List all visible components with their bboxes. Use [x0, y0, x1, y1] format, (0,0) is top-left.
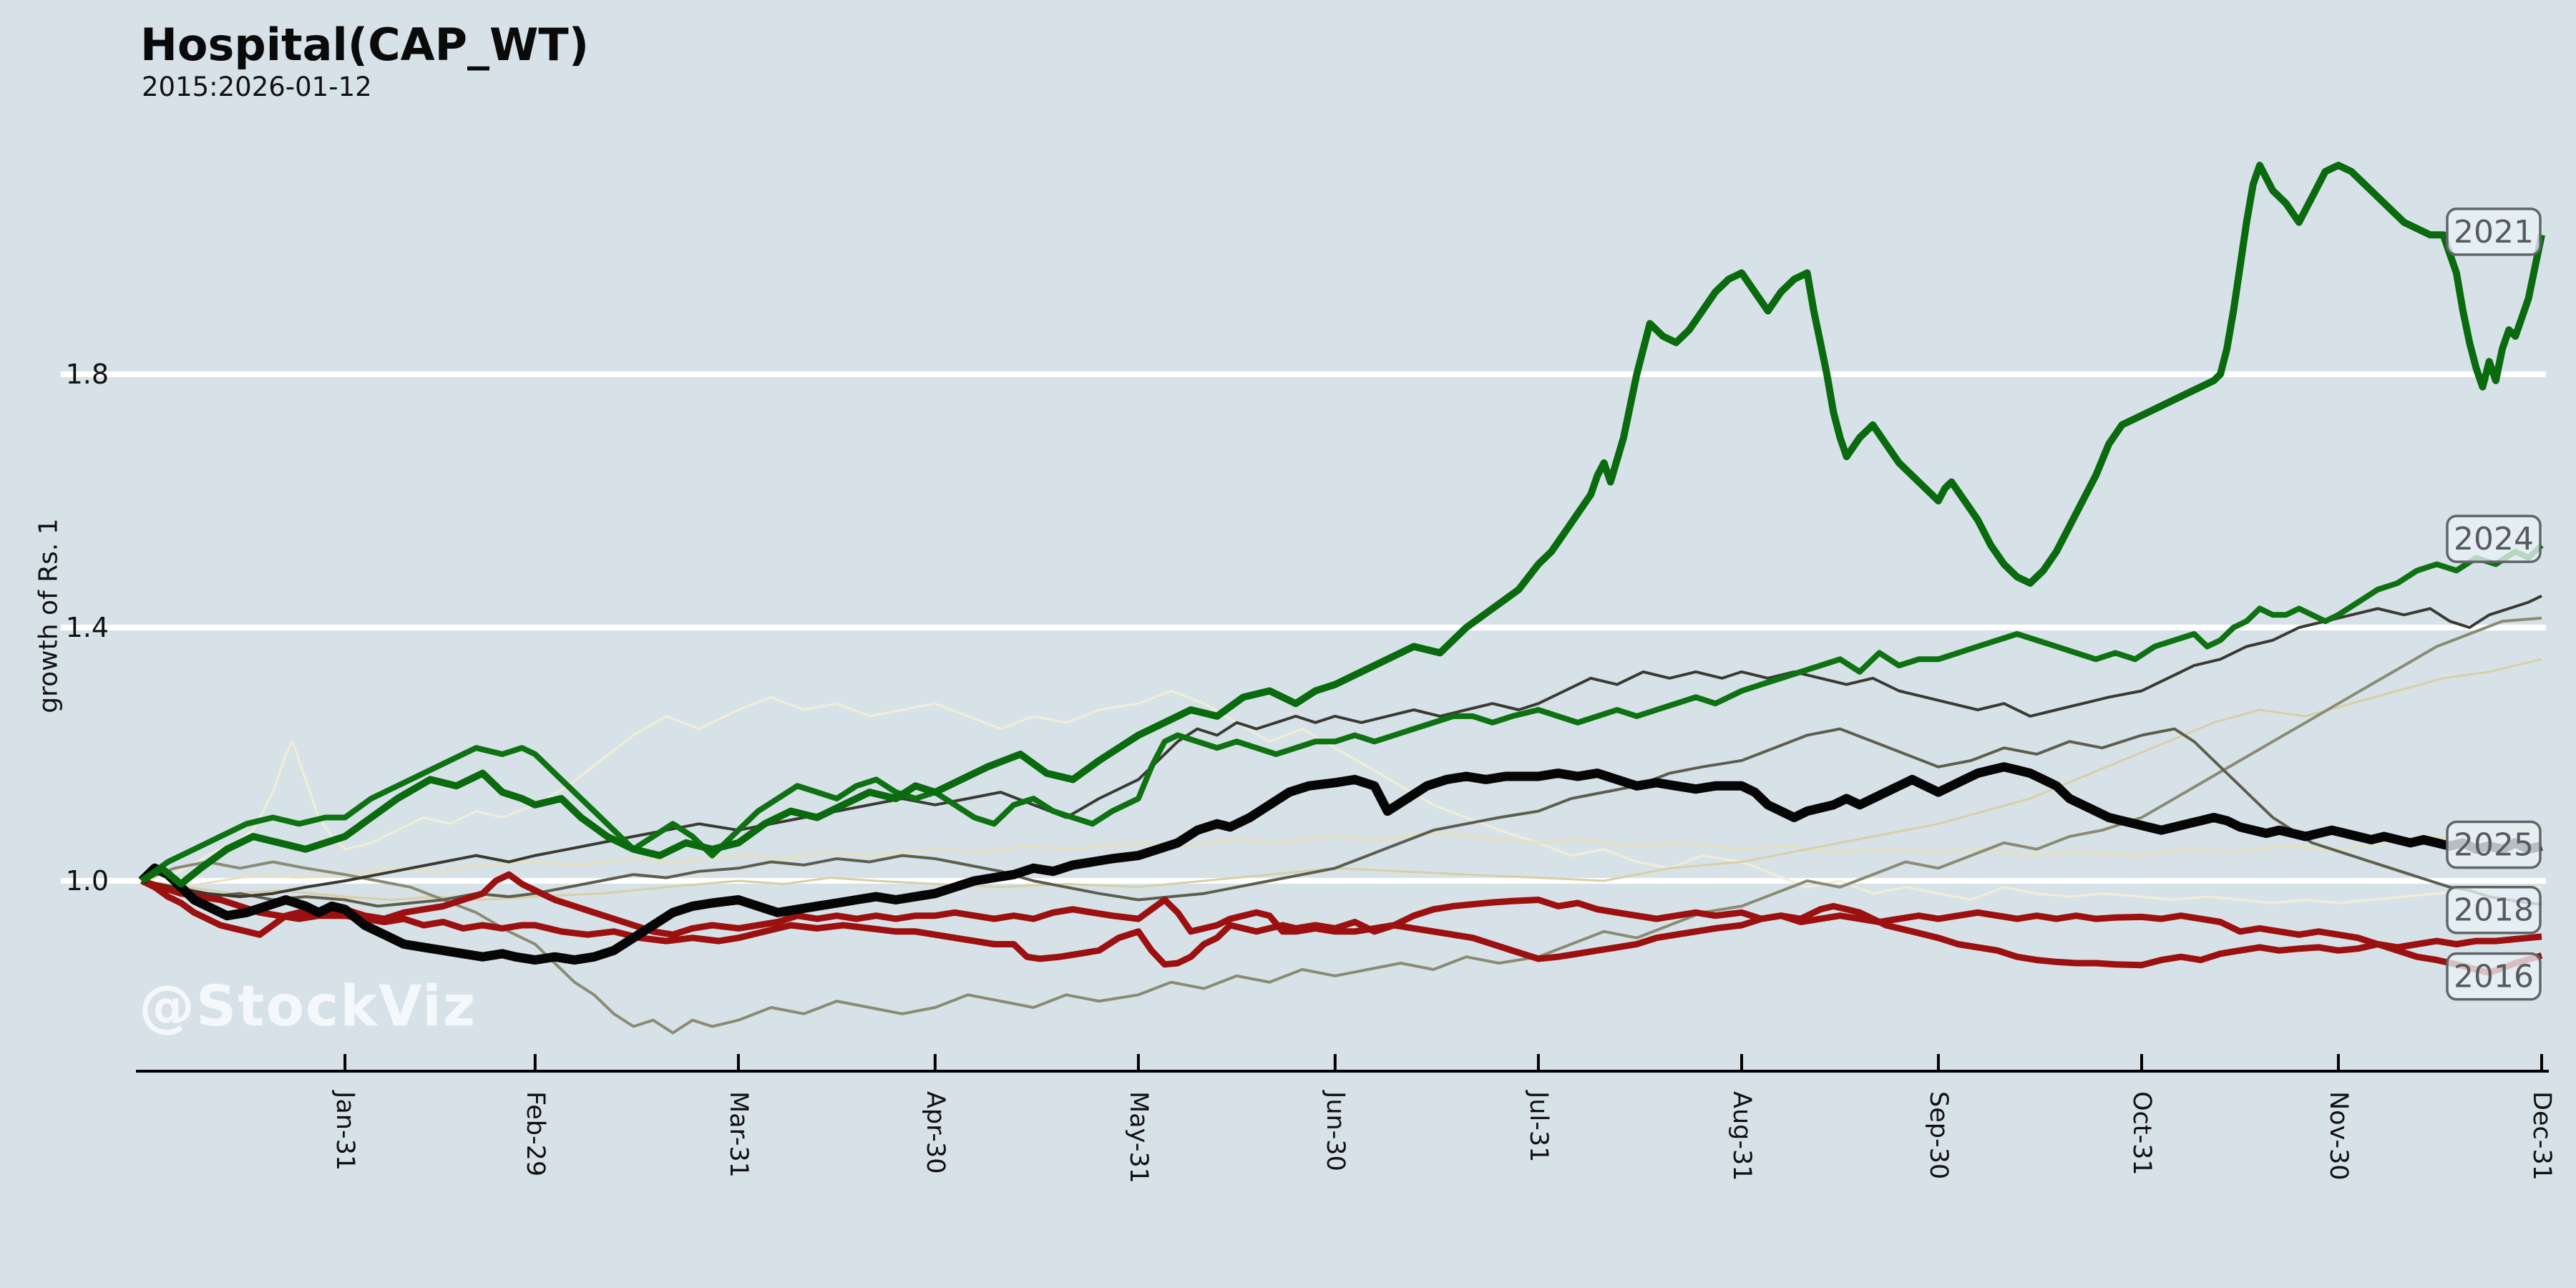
series-line-2025: [138, 762, 2543, 965]
series-line-2019: [141, 658, 2542, 901]
x-tick-label: Jul-31: [1524, 1090, 1553, 1162]
y-tick-label: 1.4: [66, 612, 109, 643]
x-tick-label: Apr-30: [921, 1091, 950, 1174]
series-line-2022: [141, 727, 2542, 908]
x-tick-label: Sep-30: [1924, 1091, 1953, 1179]
series-line-2023: [141, 594, 2542, 899]
series-line-2024: [140, 543, 2544, 884]
year-label-2018: 2018: [2454, 892, 2534, 929]
year-label-box-2021: [2446, 208, 2542, 256]
x-tick-label: May-31: [1124, 1091, 1153, 1184]
x-tick-label: Dec-31: [2527, 1091, 2556, 1181]
x-tick-label: Oct-31: [2127, 1091, 2156, 1176]
year-label-2021: 2021: [2454, 214, 2534, 250]
series-line-2016: [140, 871, 2543, 976]
y-tick-label: 1.0: [66, 865, 109, 897]
year-label-box-2025: [2446, 820, 2542, 869]
series-line-2015: [141, 690, 2542, 904]
chart-subtitle: 2015:2026-01-12: [142, 72, 372, 102]
x-tick-label: Mar-31: [724, 1091, 753, 1178]
x-tick-label: Jan-31: [331, 1090, 359, 1171]
chart-title: Hospital(CAP_WT): [140, 19, 590, 71]
series-line-2018: [140, 877, 2542, 969]
series-line-2021: [140, 162, 2545, 888]
series-line-2017: [141, 826, 2542, 889]
x-tick-label: Feb-29: [521, 1091, 550, 1176]
x-tick-label: Nov-30: [2324, 1091, 2353, 1181]
y-tick-label: 1.8: [66, 358, 109, 390]
year-label-box-2024: [2446, 514, 2542, 563]
x-tick-label: Aug-31: [1727, 1091, 1756, 1181]
year-label-2016: 2016: [2454, 959, 2534, 995]
stockviz-watermark: @StockViz: [139, 975, 477, 1039]
year-label-2024: 2024: [2454, 521, 2534, 557]
year-label-2025: 2025: [2454, 827, 2534, 864]
year-label-box-2018: [2446, 885, 2542, 935]
year-label-box-2016: [2446, 952, 2542, 1001]
x-tick-label: Jun-30: [1321, 1090, 1350, 1171]
